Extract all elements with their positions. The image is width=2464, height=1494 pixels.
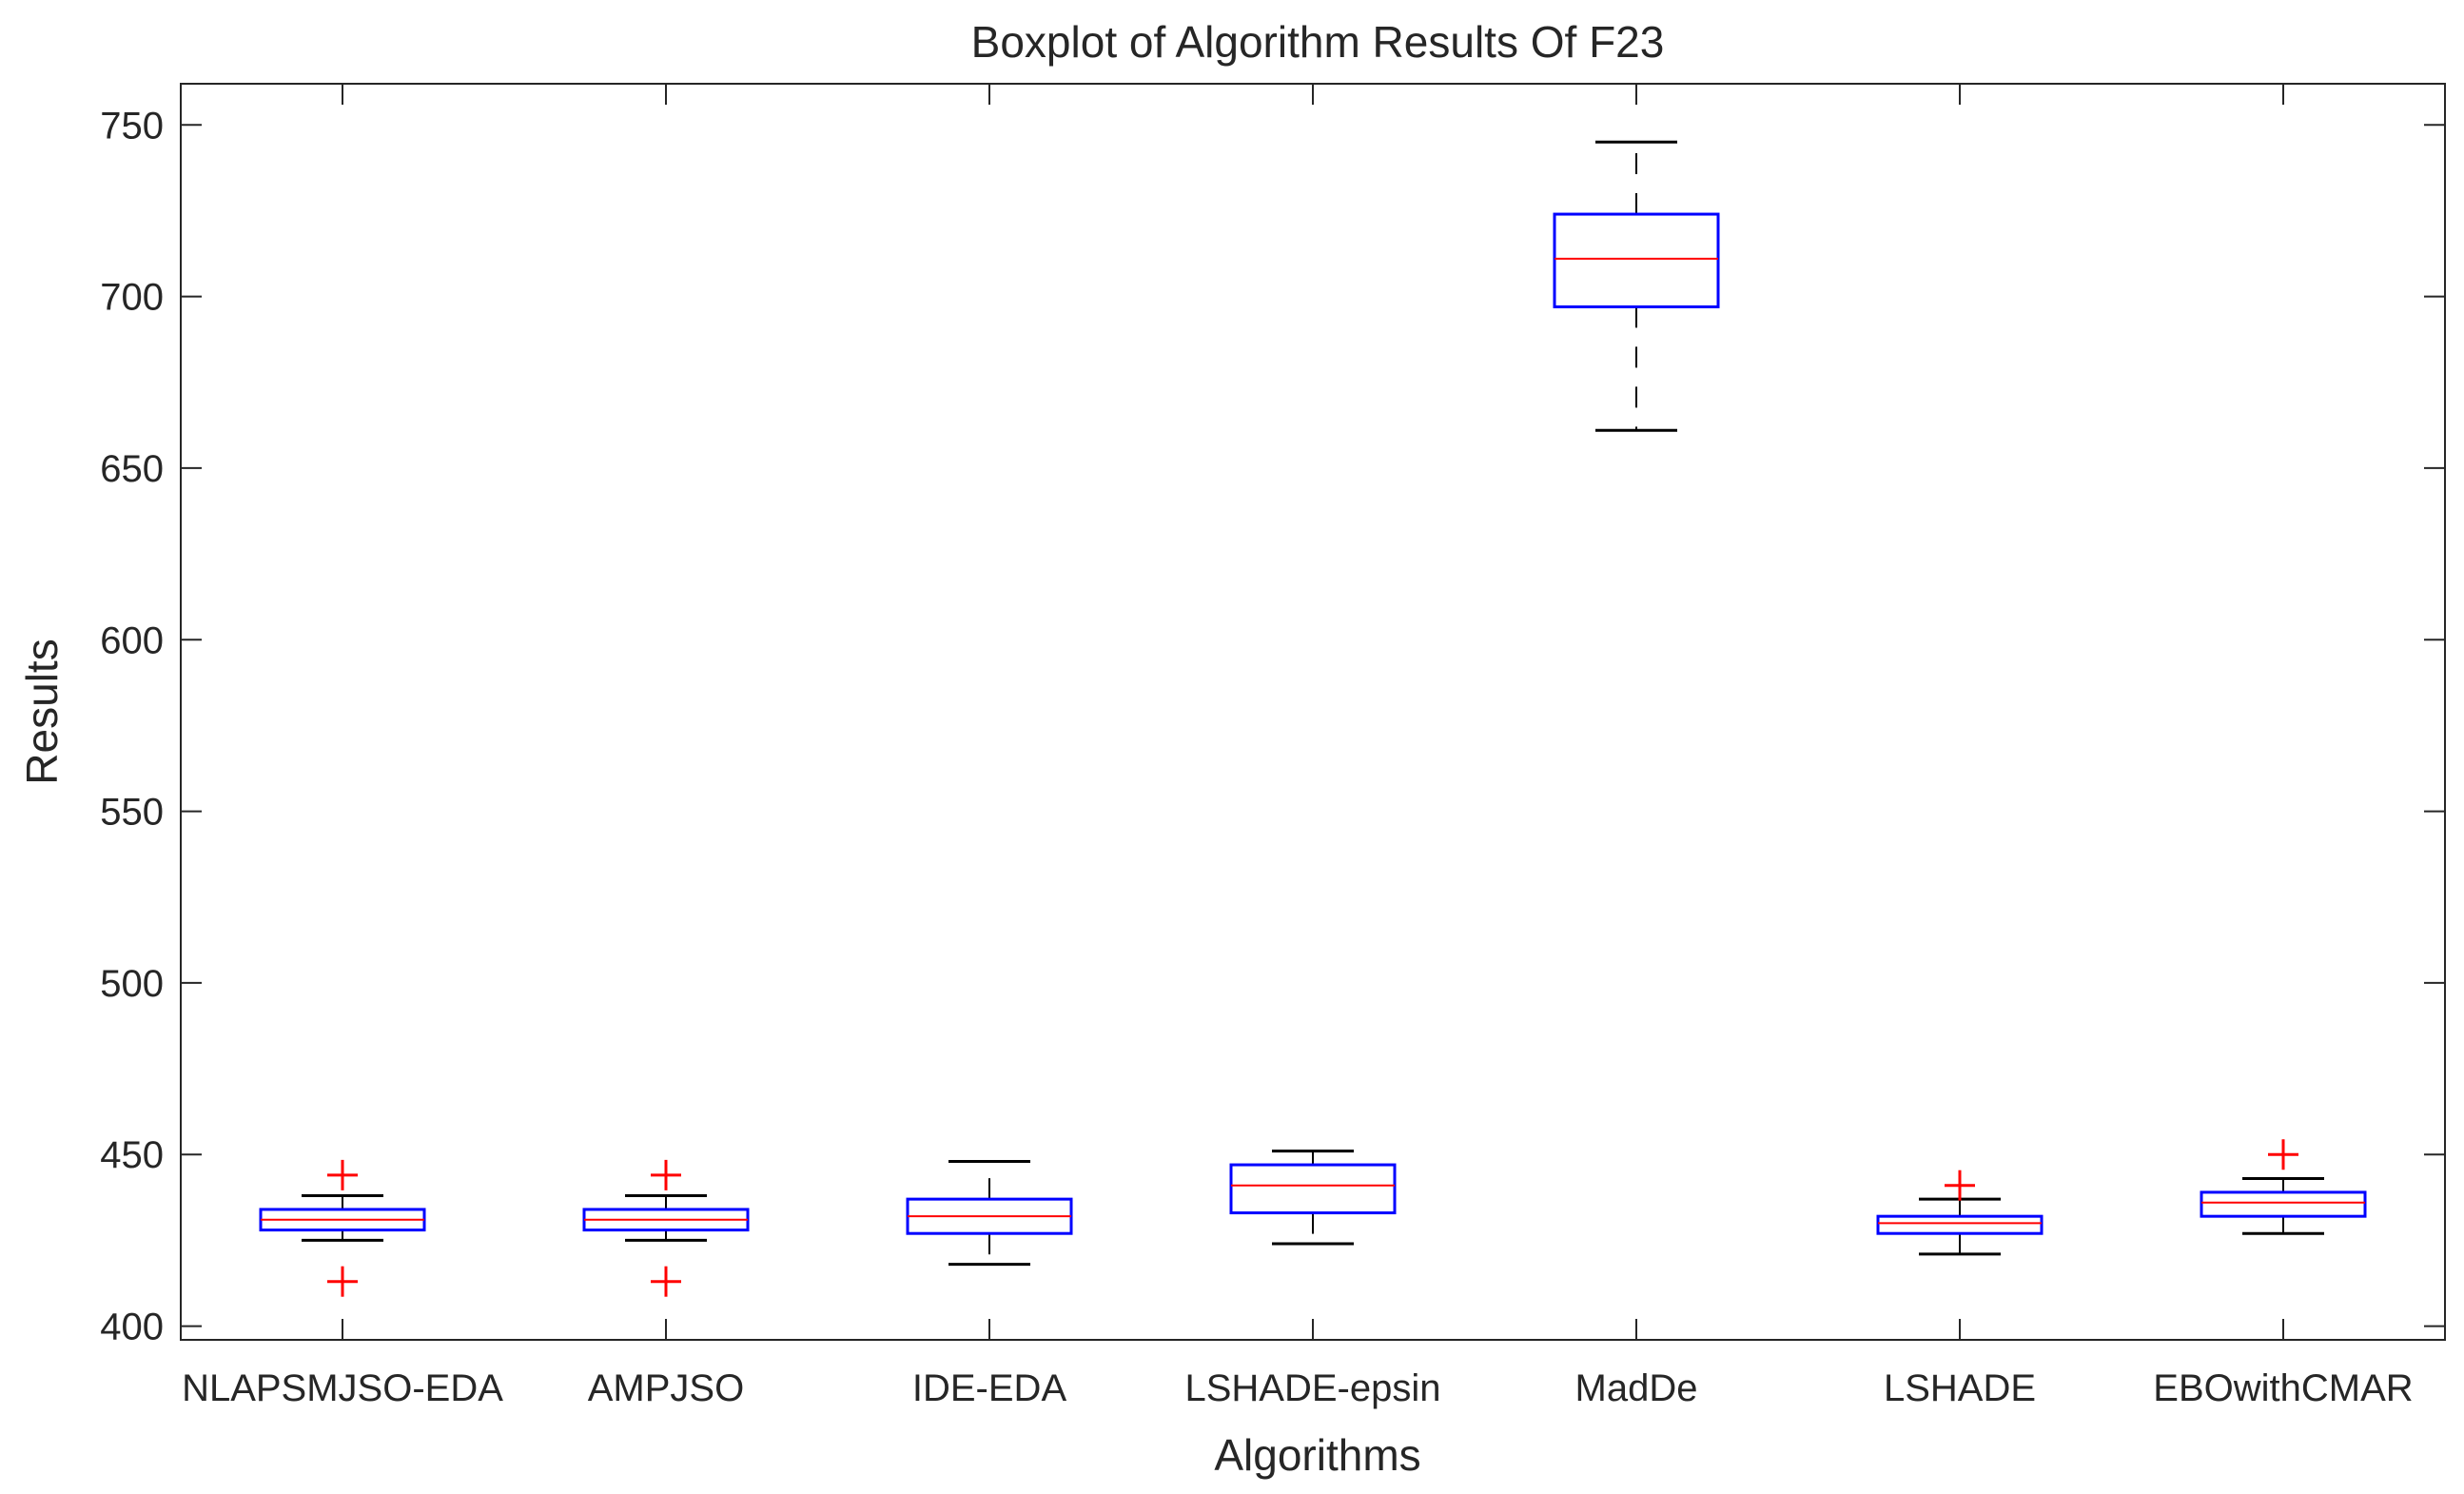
y-axis-label: Results	[17, 639, 67, 784]
y-tick-label: 550	[100, 792, 164, 834]
x-tick-label: LSHADE-epsin	[1184, 1367, 1440, 1409]
box-iqr	[1876, 1214, 2044, 1235]
x-tick-label: EBOwithCMAR	[2153, 1367, 2413, 1409]
chart-title: Boxplot of Algorithm Results Of F23	[971, 17, 1665, 67]
box-iqr	[1229, 1163, 1397, 1215]
y-tick-label: 750	[100, 105, 164, 147]
y-tick-label: 400	[100, 1307, 164, 1348]
outlier-marker	[2268, 1139, 2298, 1170]
outlier-marker	[651, 1159, 681, 1190]
x-axis-label: Algorithms	[1214, 1430, 1420, 1480]
outlier-marker	[327, 1159, 358, 1190]
y-tick-label: 500	[100, 963, 164, 1005]
outlier-marker	[651, 1266, 681, 1297]
outlier-marker	[327, 1266, 358, 1297]
box-iqr	[1553, 212, 1720, 308]
x-tick-label: AMPJSO	[588, 1367, 744, 1409]
outlier-marker	[1945, 1170, 1975, 1201]
x-tick-label: MadDe	[1575, 1367, 1698, 1409]
y-tick-label: 600	[100, 619, 164, 661]
y-tick-label: 450	[100, 1134, 164, 1176]
x-tick-label: LSHADE	[1884, 1367, 2036, 1409]
y-tick-label: 700	[100, 277, 164, 319]
x-tick-label: IDE-EDA	[912, 1367, 1067, 1409]
y-tick-label: 650	[100, 448, 164, 490]
box-iqr	[2200, 1190, 2367, 1218]
plot-area: 400 450 500 550 600 650 700 750 NLAPSMJSO-EDA AMP…	[100, 83, 2446, 1409]
x-tick-label: NLAPSMJSO-EDA	[182, 1367, 503, 1409]
